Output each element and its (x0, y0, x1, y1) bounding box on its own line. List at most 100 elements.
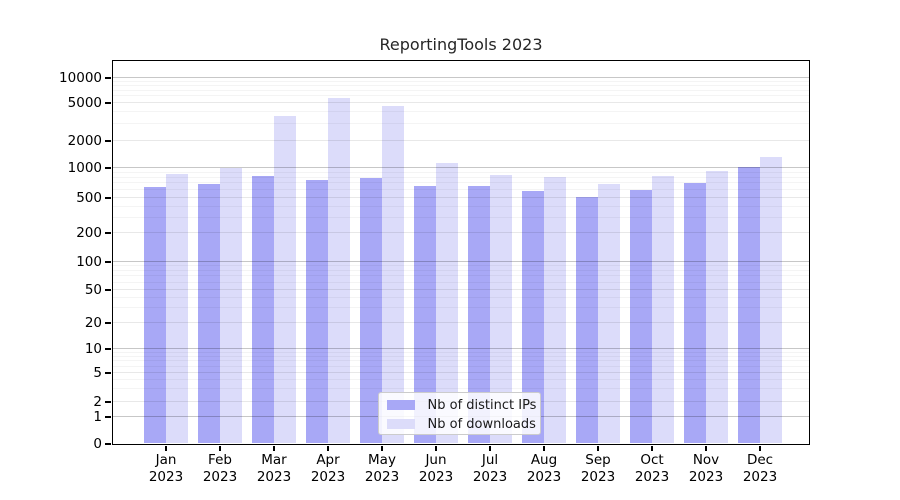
x-tick-year: 2023 (256, 469, 292, 485)
x-tick-month: Nov (692, 452, 720, 468)
bar-distinct-ips-dec (737, 167, 760, 444)
gridline (112, 189, 809, 191)
bar-distinct-ips-mar (251, 175, 274, 444)
bar-distinct-ips-jul (467, 186, 490, 444)
x-tick-label: Sep 2023 (570, 452, 626, 486)
x-tick-label: Jan 2023 (138, 452, 194, 486)
y-tick-label: 50 (84, 282, 102, 298)
bar-downloads-jun (435, 163, 458, 444)
x-tick-month: Mar (261, 452, 287, 468)
gridline (112, 89, 809, 91)
gridline (112, 77, 809, 78)
y-tick-label: 1000 (67, 160, 102, 176)
grid-layer (112, 61, 809, 444)
x-tick-month: Sep (585, 452, 611, 468)
x-tick-month: Jan (155, 452, 177, 468)
y-tick-label: 5 (93, 365, 102, 381)
gridline (112, 167, 809, 168)
gridline (112, 281, 809, 283)
x-tick-year: 2023 (202, 469, 238, 485)
x-tick-month: May (368, 452, 396, 468)
bar-distinct-ips-aug (521, 191, 544, 444)
legend-item-downloads: Nb of downloads (379, 415, 540, 434)
x-tick-mark (651, 445, 653, 451)
bar-downloads-mar (273, 116, 296, 444)
x-tick-mark (759, 445, 761, 451)
bar-downloads-oct (651, 175, 674, 444)
legend-item-distinct-ips: Nb of distinct IPs (379, 396, 540, 415)
bar-downloads-aug (543, 177, 566, 444)
x-tick-month: Dec (746, 452, 774, 468)
gridline (112, 111, 809, 113)
y-tick-mark (105, 289, 111, 291)
gridline (112, 365, 809, 367)
bar-distinct-ips-jun (413, 186, 436, 444)
bar-downloads-nov (705, 171, 728, 444)
y-tick-label: 500 (76, 190, 102, 206)
x-tick-year: 2023 (418, 469, 454, 485)
gridline (112, 372, 809, 373)
bar-distinct-ips-jan (143, 187, 166, 444)
gridline (112, 388, 809, 390)
x-tick-year: 2023 (310, 469, 346, 485)
y-tick-label: 2 (93, 394, 102, 410)
y-tick-mark (105, 401, 111, 403)
legend-label-distinct-ips: Nb of distinct IPs (427, 397, 537, 413)
gridline (112, 297, 809, 299)
gridline (112, 270, 809, 271)
y-tick-label: 5000 (67, 95, 102, 111)
gridline (112, 355, 809, 357)
y-tick-label: 1 (93, 409, 102, 425)
y-tick-mark (105, 443, 111, 445)
gridline (112, 307, 809, 309)
y-tick-label: 0 (93, 436, 102, 452)
chart-title: ReportingTools 2023 (379, 35, 543, 54)
gridline (112, 123, 809, 125)
x-tick-month: Feb (208, 452, 232, 468)
x-tick-year: 2023 (472, 469, 508, 485)
y-tick-mark (105, 372, 111, 374)
x-tick-mark (597, 445, 599, 451)
x-tick-year: 2023 (148, 469, 184, 485)
gridline (112, 379, 809, 381)
bar-distinct-ips-may (359, 178, 382, 444)
x-tick-year: 2023 (634, 469, 670, 485)
x-tick-year: 2023 (742, 469, 778, 485)
x-tick-mark (543, 445, 545, 451)
x-tick-mark (165, 445, 167, 451)
bar-distinct-ips-sep (575, 196, 598, 444)
x-tick-mark (273, 445, 275, 451)
gridline (112, 171, 809, 173)
x-tick-month: Jul (481, 452, 499, 468)
bar-distinct-ips-oct (629, 190, 652, 444)
gridline (112, 182, 809, 184)
bar-distinct-ips-apr (305, 179, 328, 444)
gridline (112, 232, 809, 233)
y-tick-mark (105, 197, 111, 199)
x-tick-mark (327, 445, 329, 451)
bar-distinct-ips-feb (197, 184, 220, 444)
legend-label-downloads: Nb of downloads (427, 416, 536, 432)
bar-downloads-jul (489, 174, 512, 444)
x-tick-label: Dec 2023 (732, 452, 788, 486)
legend-swatch-downloads (386, 419, 415, 429)
x-tick-mark (705, 445, 707, 451)
gridline (112, 176, 809, 178)
gridline (112, 351, 809, 353)
y-tick-label: 10 (84, 341, 102, 357)
y-tick-label: 200 (76, 225, 102, 241)
x-tick-year: 2023 (688, 469, 724, 485)
y-tick-label: 20 (84, 315, 102, 331)
x-tick-label: Feb 2023 (192, 452, 248, 486)
y-tick-mark (105, 102, 111, 104)
bar-distinct-ips-nov (683, 182, 706, 444)
gridline (112, 289, 809, 290)
x-tick-label: Oct 2023 (624, 452, 680, 486)
gridline (112, 140, 809, 141)
y-tick-mark (105, 322, 111, 324)
x-tick-label: Apr 2023 (300, 452, 356, 486)
x-tick-month: Oct (640, 452, 664, 468)
bar-downloads-feb (219, 168, 242, 444)
bar-downloads-jan (165, 173, 188, 444)
